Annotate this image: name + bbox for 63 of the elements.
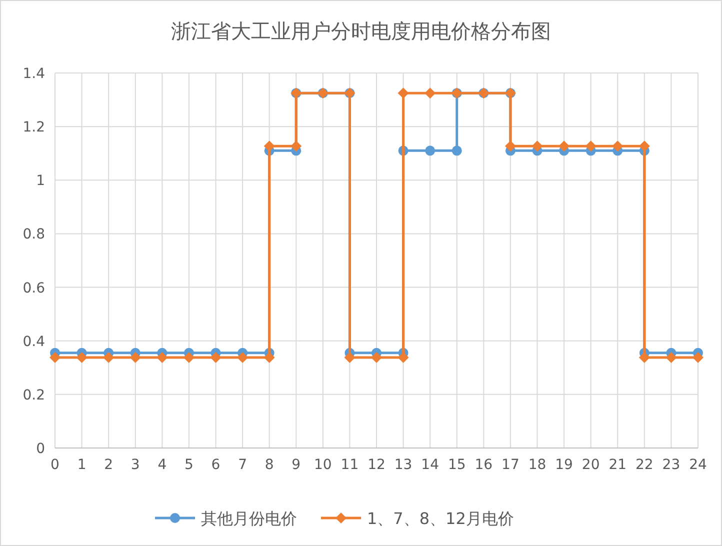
x-tick-label: 3 bbox=[130, 457, 140, 473]
x-tick-label: 0 bbox=[50, 457, 60, 473]
point bbox=[130, 352, 141, 363]
legend-label: 其他月份电价 bbox=[201, 509, 297, 528]
x-tick-label: 19 bbox=[555, 457, 573, 473]
x-tick-label: 20 bbox=[582, 457, 600, 473]
point bbox=[290, 140, 302, 152]
point bbox=[612, 140, 624, 152]
x-tick-label: 2 bbox=[104, 457, 114, 473]
point bbox=[585, 140, 596, 152]
x-tick-label: 13 bbox=[394, 457, 412, 473]
x-tick-label: 17 bbox=[502, 457, 520, 473]
x-tick-label: 15 bbox=[448, 457, 466, 473]
x-tick-label: 22 bbox=[636, 457, 654, 473]
point bbox=[371, 352, 382, 363]
x-tick-label: 10 bbox=[314, 457, 332, 473]
x-tick-label: 4 bbox=[158, 457, 167, 473]
x-tick-label: 24 bbox=[689, 457, 707, 473]
x-tick-label: 8 bbox=[264, 457, 274, 473]
x-tick-label: 23 bbox=[662, 457, 680, 473]
point bbox=[76, 352, 88, 363]
x-tick-label: 5 bbox=[184, 457, 194, 473]
point bbox=[398, 88, 409, 99]
point bbox=[504, 140, 516, 152]
point bbox=[210, 352, 222, 363]
point bbox=[264, 140, 275, 152]
point bbox=[424, 88, 436, 99]
x-tick-label: 12 bbox=[368, 457, 386, 473]
point bbox=[425, 146, 436, 156]
point bbox=[183, 352, 194, 363]
point bbox=[156, 352, 168, 363]
y-tick-label: 0.6 bbox=[22, 280, 46, 296]
y-tick-label: 1.4 bbox=[22, 66, 46, 82]
x-tick-label: 14 bbox=[421, 457, 440, 473]
point bbox=[452, 146, 462, 156]
point bbox=[50, 352, 60, 363]
y-tick-label: 0.4 bbox=[22, 334, 46, 350]
x-tick-label: 18 bbox=[528, 457, 546, 473]
x-tick-label: 16 bbox=[474, 457, 493, 473]
point bbox=[103, 352, 114, 363]
y-tick-label: 1.2 bbox=[22, 120, 45, 136]
point bbox=[532, 140, 543, 152]
legend-label: 1、7、8、12月电价 bbox=[367, 509, 514, 528]
point bbox=[666, 352, 677, 363]
point bbox=[398, 352, 409, 363]
y-tick-label: 0.8 bbox=[22, 226, 45, 243]
y-tick-label: 1 bbox=[36, 173, 45, 190]
point bbox=[638, 352, 650, 363]
x-tick-label: 11 bbox=[340, 457, 359, 473]
y-tick-label: 0.2 bbox=[22, 387, 45, 404]
y-tick-label: 0 bbox=[36, 441, 45, 457]
x-tick-label: 9 bbox=[292, 457, 301, 473]
point bbox=[237, 352, 248, 363]
x-tick-label: 7 bbox=[238, 457, 248, 473]
x-tick-label: 6 bbox=[211, 457, 220, 473]
point bbox=[344, 352, 356, 363]
point bbox=[558, 140, 570, 152]
point bbox=[638, 140, 650, 152]
x-tick-label: 21 bbox=[608, 457, 627, 473]
x-tick-label: 1 bbox=[77, 457, 86, 473]
chart-title: 浙江省大工业用户分时电度用电价格分布图 bbox=[171, 19, 551, 43]
point bbox=[264, 352, 275, 363]
point bbox=[692, 352, 704, 363]
